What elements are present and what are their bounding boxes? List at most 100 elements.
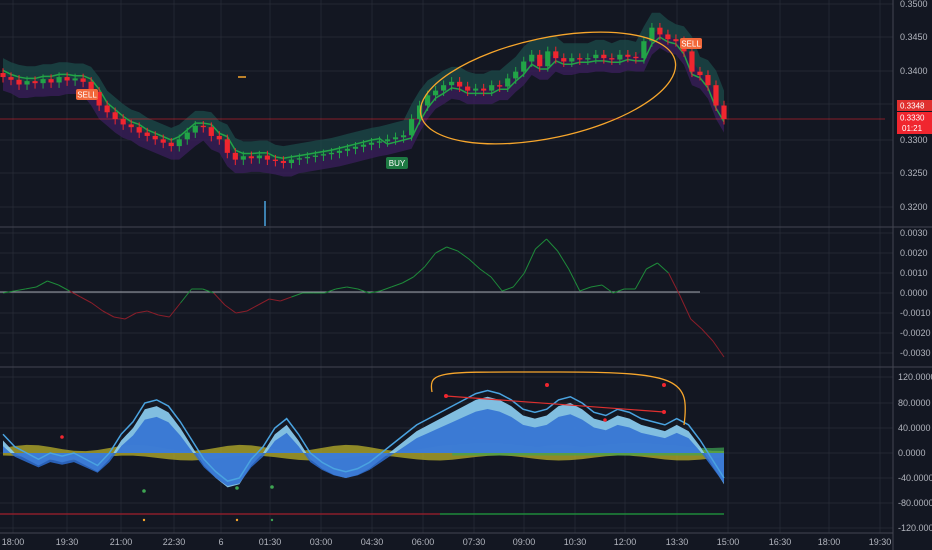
oscillator-segment (701, 328, 714, 342)
candle-body (152, 135, 158, 140)
candle-body (64, 77, 70, 81)
oscillator-segment (25, 286, 37, 290)
sell-signal-right[interactable]: SELL (680, 38, 702, 49)
candle-body (553, 51, 559, 59)
candle-body (497, 85, 503, 87)
time-tick-label: 21:00 (110, 537, 133, 547)
time-tick-label: 18:00 (2, 537, 25, 547)
candle-body (408, 119, 415, 136)
candle-body (537, 54, 543, 67)
candle-body (561, 58, 567, 62)
wave-tick-label: -40.0000 (898, 473, 932, 483)
candle-body (713, 85, 719, 106)
oscillator-tick-label: -0.0010 (900, 308, 931, 318)
candle-body (144, 132, 150, 136)
oscillator-segment (346, 286, 359, 290)
time-tick-label: 01:30 (259, 537, 282, 547)
candle-body (240, 156, 246, 160)
candle-body (0, 73, 6, 78)
oscillator-segment (690, 318, 703, 330)
oscillator-segment (546, 238, 558, 252)
candle-body (48, 79, 54, 83)
candle-body (128, 124, 134, 128)
candle-body (120, 119, 126, 125)
candle-body (336, 150, 343, 153)
oscillator-segment (712, 340, 725, 358)
oscillator-segment (280, 296, 292, 302)
annotation-ellipse-price (419, 31, 677, 145)
price-badge-upper-label: 0.3348 (900, 102, 925, 111)
oscillator-segment (2, 290, 15, 294)
oscillator-tick-label: 0.0030 (900, 228, 928, 238)
oscillator-segment (634, 268, 647, 290)
candle-body (545, 51, 551, 67)
candle-body (376, 141, 383, 143)
candle-body (264, 155, 270, 160)
oscillator-segment (468, 258, 481, 270)
time-tick-label: 6 (218, 537, 223, 547)
candle-body (481, 88, 487, 91)
wave-tick-label: 80.0000 (898, 398, 931, 408)
wavetrend-axis[interactable]: 120.0000 80.0000 40.0000 0.0000 -40.0000 -80.… (898, 372, 932, 533)
buy-signal-label: BUY (389, 159, 406, 168)
oscillator-segment (402, 276, 414, 284)
wave-dot (662, 383, 666, 387)
candle-body (16, 79, 22, 85)
wavetrend-pane[interactable] (0, 371, 725, 522)
price-tick-label: 0.3500 (900, 0, 928, 9)
price-pane[interactable]: SELL BUY SELL (0, 12, 885, 226)
oscillator-axis[interactable]: 0.0030 0.0020 0.0010 0.0000 -0.0010 -0.0020 -0… (900, 228, 931, 358)
candle-countdown: 01:21 (902, 124, 923, 133)
sell-signal-left[interactable]: SELL (76, 89, 98, 100)
price-tick-label: 0.3300 (900, 135, 928, 145)
oscillator-segment (158, 314, 170, 318)
oscillator-segment (113, 316, 126, 320)
candle-body (56, 77, 62, 83)
oscillator-segment (435, 246, 447, 254)
candle-body (529, 54, 535, 62)
candle-body (80, 78, 86, 82)
price-tick-label: 0.3200 (900, 202, 928, 212)
candle-body (360, 144, 367, 147)
candle-body (705, 75, 711, 86)
oscillator-segment (601, 284, 614, 294)
wave-dot (444, 394, 448, 398)
oscillator-segment (557, 250, 570, 270)
candle-body (585, 58, 591, 60)
candle-body (577, 58, 583, 60)
time-tick-label: 16:30 (769, 537, 792, 547)
oscillator-segment (224, 304, 237, 314)
oscillator-segment (213, 292, 226, 306)
oscillator-segment (668, 272, 681, 296)
buy-signal[interactable]: BUY (386, 157, 408, 169)
oscillator-segment (69, 290, 81, 298)
oscillator-segment (246, 304, 259, 312)
candle-body (24, 81, 30, 85)
wave-tick-label: -80.0000 (898, 498, 932, 508)
oscillator-segment (14, 288, 26, 292)
oscillator-segment (368, 290, 381, 294)
time-axis[interactable]: 18:00 19:30 21:00 22:30 6 01:30 03:00 04:30 06:0… (2, 537, 892, 547)
candle-body (697, 71, 703, 76)
wave-dot (60, 435, 64, 439)
oscillator-pane[interactable] (0, 238, 725, 358)
time-tick-label: 12:00 (614, 537, 637, 547)
oscillator-segment (679, 294, 692, 320)
time-tick-label: 19:30 (56, 537, 79, 547)
oscillator-segment (257, 298, 270, 306)
oscillator-segment (490, 276, 503, 292)
wave-tick-label: 0.0000 (898, 448, 926, 458)
wave-line (2, 389, 725, 482)
candle-body (513, 71, 519, 79)
oscillator-segment (457, 250, 470, 260)
candle-body (384, 139, 391, 142)
oscillator-segment (36, 280, 48, 288)
candle-body (489, 85, 495, 91)
candle-body (609, 58, 615, 60)
time-tick-label: 18:00 (818, 537, 841, 547)
candle-body (272, 159, 278, 161)
oscillator-segment (657, 262, 669, 274)
price-tick-label: 0.3400 (900, 66, 928, 76)
price-badge-current-label: 0.3330 (900, 114, 925, 123)
